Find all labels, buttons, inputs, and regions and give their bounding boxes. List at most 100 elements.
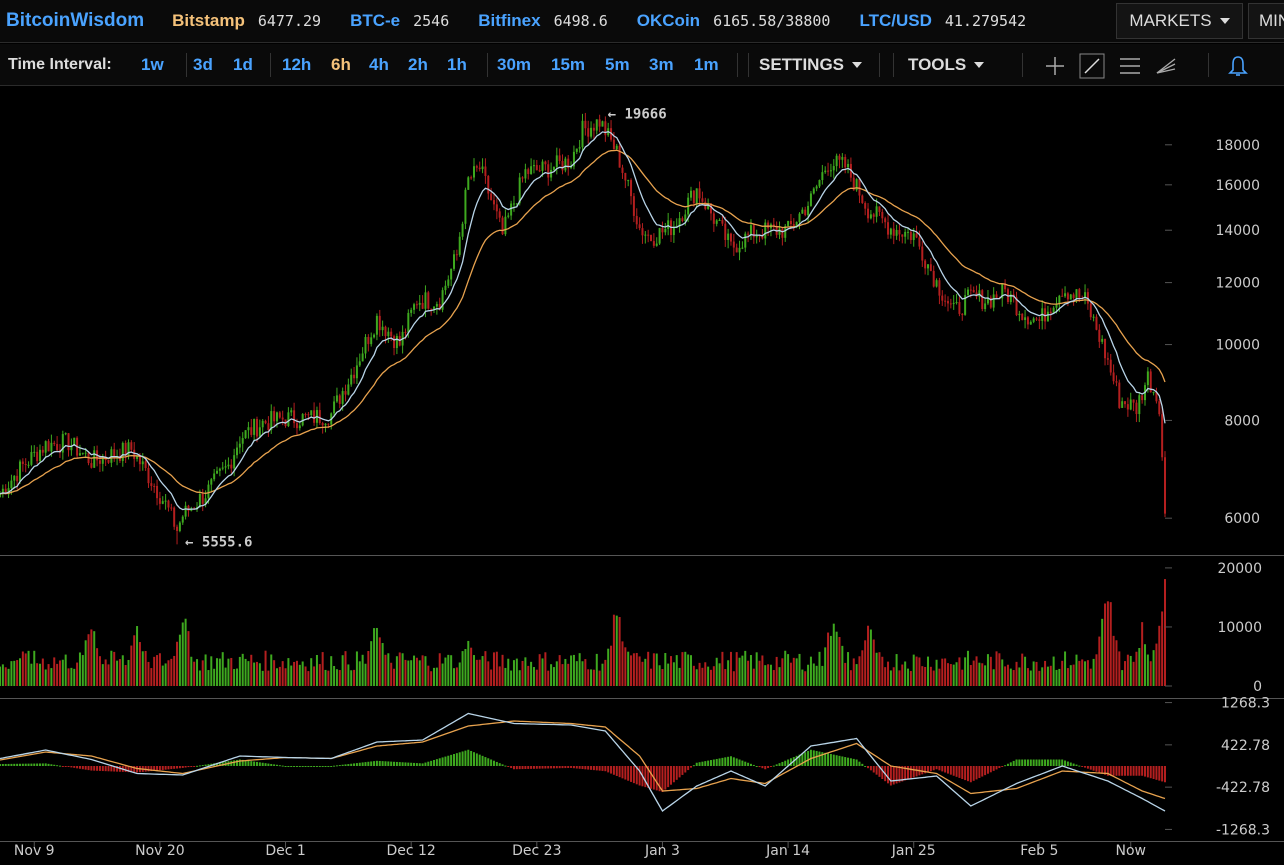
interval-button-1h[interactable]: 1h — [447, 44, 467, 86]
candle-body — [1009, 294, 1012, 302]
horizontal-lines-icon[interactable] — [1117, 53, 1143, 79]
macd-histogram-bar — [729, 756, 732, 766]
markets-button[interactable]: MARKETS — [1116, 3, 1243, 39]
ticker-exchange-name: BTC-e — [350, 11, 401, 30]
indicator-lines — [0, 131, 1166, 812]
volume-bar — [1084, 661, 1087, 686]
ticker-item[interactable]: LTC/USD 41.279542 — [859, 11, 1026, 31]
candle-body — [621, 167, 624, 173]
interval-button-12h[interactable]: 12h — [282, 44, 311, 86]
macd-histogram-bar — [81, 766, 84, 770]
interval-button-1d[interactable]: 1d — [233, 44, 253, 86]
candle-body — [738, 247, 741, 253]
candle-body — [1004, 283, 1007, 290]
candle-body — [267, 423, 270, 430]
interval-button-1m[interactable]: 1m — [694, 44, 719, 86]
candle-body — [952, 302, 955, 304]
volume-bar — [915, 656, 918, 686]
macd-histogram-bar — [235, 759, 238, 766]
volume-bar — [424, 656, 427, 686]
volume-bar — [178, 634, 181, 686]
volume-bar — [481, 656, 484, 686]
volume-bar — [47, 664, 50, 686]
volume-bar — [789, 662, 792, 686]
volume-bar — [144, 650, 147, 686]
candle-body — [741, 247, 744, 249]
volume-bar — [678, 667, 681, 686]
macd-histogram-bar — [1026, 759, 1029, 766]
macd-histogram-bar — [544, 766, 547, 769]
interval-button-1w[interactable]: 1w — [141, 44, 164, 86]
macd-histogram-bar — [307, 766, 310, 767]
macd-histogram-bar — [384, 761, 387, 766]
volume-bar — [1029, 670, 1032, 686]
macd-histogram-bar — [518, 766, 521, 770]
ticker-item[interactable]: BTC-e 2546 — [350, 11, 449, 31]
macd-histogram-bar — [321, 766, 324, 767]
candle-body — [961, 313, 964, 315]
candle-body — [944, 300, 947, 302]
interval-button-3m[interactable]: 3m — [649, 44, 674, 86]
volume-bar — [487, 661, 490, 686]
candle-body — [184, 505, 187, 517]
interval-button-5m[interactable]: 5m — [605, 44, 630, 86]
alert-bell-icon[interactable] — [1225, 53, 1251, 79]
ticker-item[interactable]: OKCoin 6165.58/38800 — [637, 11, 831, 31]
candle-body — [1024, 317, 1027, 320]
macd-histogram-bar — [558, 766, 561, 769]
candle-body — [778, 228, 781, 235]
interval-button-3d[interactable]: 3d — [193, 44, 213, 86]
min-button[interactable]: MIN — [1248, 3, 1284, 39]
interval-button-30m[interactable]: 30m — [497, 44, 531, 86]
volume-bar — [709, 669, 712, 686]
trendline-icon[interactable] — [1079, 53, 1105, 79]
macd-histogram-bar — [604, 766, 607, 772]
interval-button-2h[interactable]: 2h — [408, 44, 428, 86]
macd-histogram-bar — [1055, 759, 1058, 766]
brand-logo[interactable]: BitcoinWisdom — [6, 10, 145, 31]
candle-body — [10, 480, 13, 489]
interval-button-6h[interactable]: 6h — [331, 44, 351, 86]
macd-histogram-bar — [1081, 766, 1084, 767]
candle-body — [969, 289, 972, 291]
volume-bar — [521, 660, 524, 686]
candle-body — [1109, 359, 1112, 373]
candle-body — [1026, 317, 1029, 325]
settings-dropdown[interactable]: SETTINGS — [759, 44, 863, 86]
ticker-item[interactable]: Bitfinex 6498.6 — [478, 11, 608, 31]
candle-body — [575, 148, 578, 152]
tools-dropdown[interactable]: TOOLS — [908, 44, 985, 86]
macd-histogram-bar — [735, 758, 738, 766]
macd-histogram-bar — [315, 766, 318, 767]
price-chart[interactable]: 6000 8000 10000 12000 14000 16000 18000 0 10000 2… — [0, 86, 1284, 865]
macd-histogram-bar — [293, 766, 296, 767]
candle-body — [53, 442, 56, 445]
toolbar-divider — [737, 53, 738, 77]
macd-histogram-bar — [133, 766, 136, 773]
volume-bar — [658, 665, 661, 686]
candle-body — [729, 233, 732, 242]
macd-histogram-bar — [530, 766, 533, 769]
candle-body — [618, 145, 621, 168]
ticker-item[interactable]: Bitstamp 6477.29 — [172, 11, 321, 31]
candle-body — [567, 158, 570, 169]
macd-histogram-bar — [1018, 759, 1021, 766]
volume-bar — [235, 668, 238, 686]
fibonacci-icon[interactable] — [1153, 53, 1179, 79]
macd-histogram-bar — [1038, 759, 1041, 766]
volume-bar — [430, 671, 433, 686]
candle-body — [201, 494, 204, 504]
candle-body — [1152, 392, 1155, 394]
volume-bar — [544, 652, 547, 686]
interval-button-15m[interactable]: 15m — [551, 44, 585, 86]
volume-bar — [681, 652, 684, 686]
crosshair-icon[interactable] — [1042, 53, 1068, 79]
macd-histogram-bar — [881, 766, 884, 779]
macd-histogram-bar — [447, 755, 450, 766]
candle-body — [235, 447, 238, 456]
candle-body — [558, 155, 561, 162]
candle-body — [464, 189, 467, 224]
interval-button-4h[interactable]: 4h — [369, 44, 389, 86]
volume-bar — [938, 668, 941, 686]
volume-bar — [153, 656, 156, 686]
